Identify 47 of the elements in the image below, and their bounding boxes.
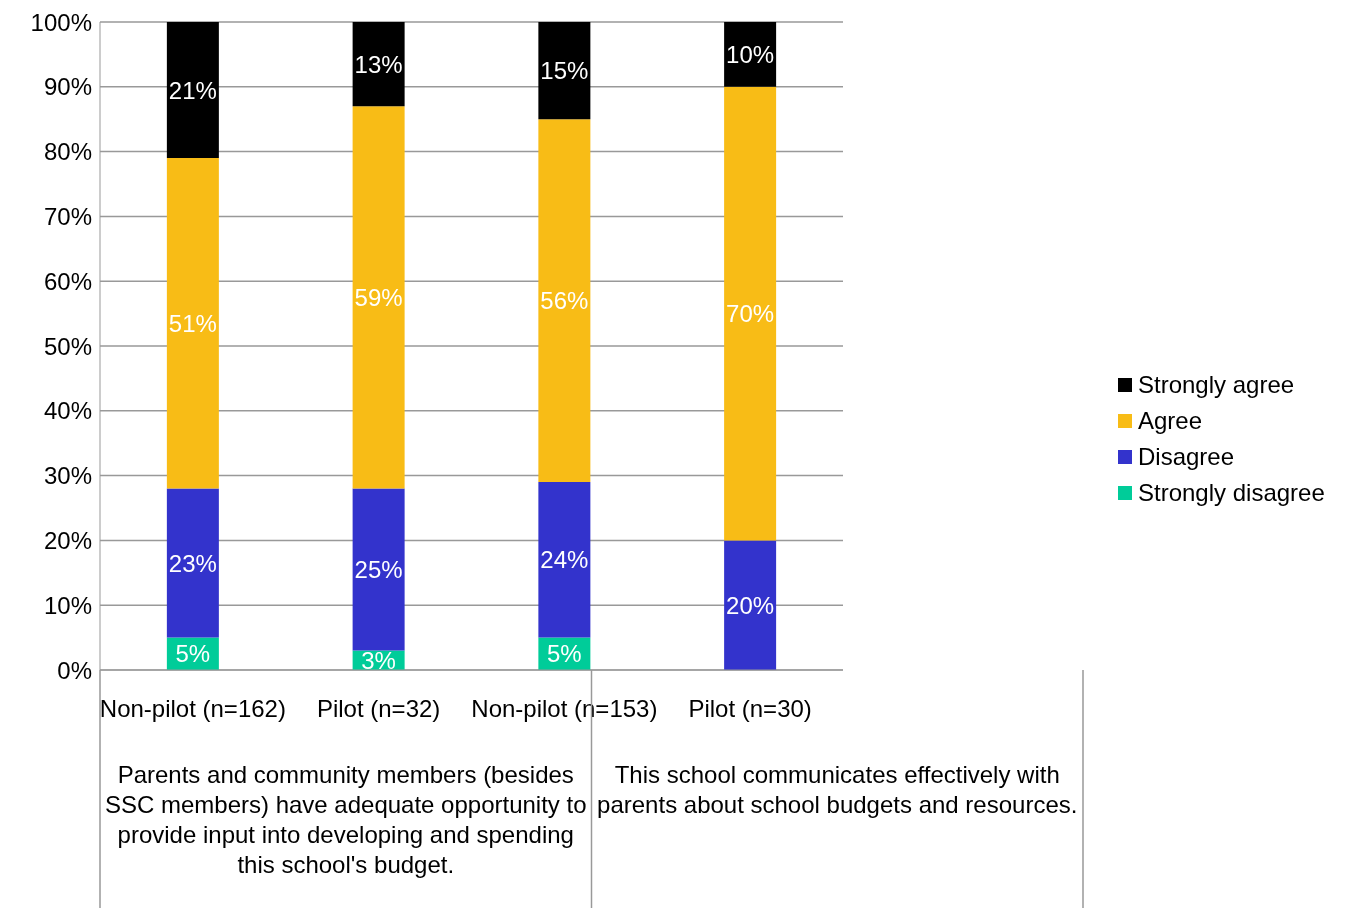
y-tick-label: 40%: [43, 397, 92, 425]
data-label: 23%: [168, 549, 217, 577]
y-tick-label: 30%: [43, 462, 92, 490]
bar: [166, 488, 219, 638]
data-label: 51%: [168, 309, 217, 337]
data-label: 59%: [354, 283, 403, 311]
bar: [352, 106, 405, 489]
legend-label: Agree: [1138, 407, 1203, 435]
y-tick-label: 0%: [57, 656, 92, 684]
legend-label: Strongly disagree: [1138, 479, 1325, 507]
bar: [166, 22, 219, 159]
y-tick-label: 50%: [43, 332, 92, 360]
data-label: 5%: [175, 640, 211, 668]
y-tick-label: 100%: [30, 8, 92, 36]
data-label: 70%: [726, 300, 775, 328]
x-tick-label: Non-pilot (n=153): [471, 695, 658, 723]
data-label: 21%: [168, 76, 217, 104]
legend-label: Disagree: [1138, 443, 1235, 471]
bar: [352, 22, 405, 107]
x-tick-label: Non-pilot (n=162): [99, 695, 286, 723]
data-label: 20%: [726, 591, 775, 619]
bar: [538, 119, 591, 483]
y-tick-label: 10%: [43, 591, 92, 619]
bar: [538, 22, 591, 120]
y-tick-label: 90%: [43, 73, 92, 101]
data-label: 15%: [540, 57, 589, 85]
text: This school communicates effectively with parents about school budgets and resources.: [596, 760, 1079, 820]
y-tick-label: 70%: [43, 202, 92, 230]
data-label: 5%: [547, 640, 582, 668]
data-label: 25%: [354, 556, 403, 584]
bar: [166, 158, 219, 489]
data-label: 24%: [540, 546, 589, 574]
data-label: 13%: [354, 50, 403, 78]
y-tick-label: 80%: [43, 138, 92, 166]
y-tick-label: 60%: [43, 267, 92, 295]
x-tick-label: Pilot (n=32): [316, 695, 441, 723]
legend-label: Strongly agree: [1138, 371, 1295, 399]
data-label: 56%: [540, 287, 589, 315]
bar: [724, 540, 777, 670]
x-tick-label: Pilot (n=30): [688, 695, 812, 723]
data-label: 10%: [726, 40, 775, 68]
data-label: 3%: [361, 646, 396, 674]
bar: [724, 86, 777, 541]
bar: [538, 482, 591, 638]
bar: [352, 488, 405, 651]
text: Parents and community members (besides SSC members) have adequate opportunity to provide input into developing and spending this school's budget.: [104, 760, 588, 880]
y-tick-label: 20%: [43, 526, 92, 554]
